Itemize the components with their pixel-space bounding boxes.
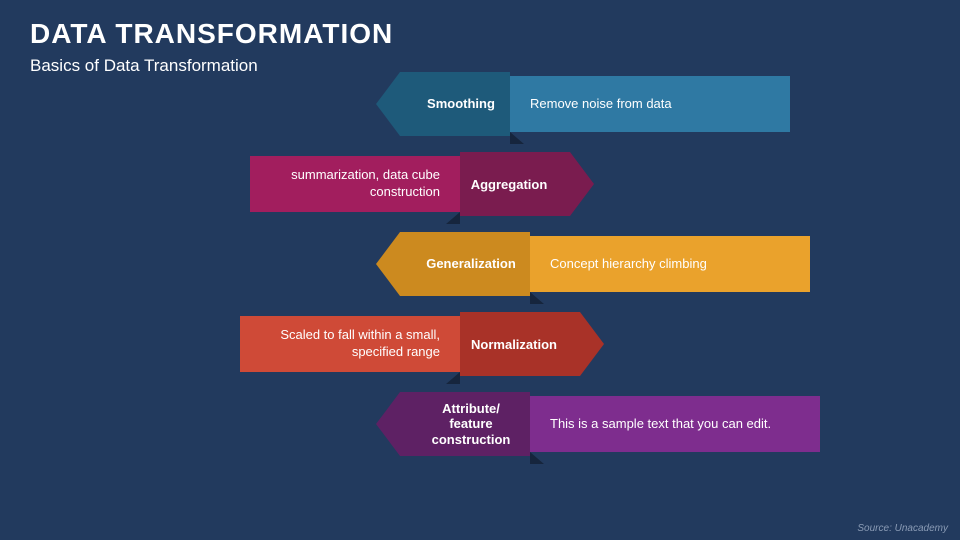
description-box: This is a sample text that you can edit. [530, 396, 820, 452]
diagram-row: Remove noise from data Smoothing [0, 72, 960, 136]
description-box: summarization, data cube construction [250, 156, 460, 212]
description-box: Remove noise from data [510, 76, 790, 132]
page-title: DATA TRANSFORMATION [30, 18, 393, 50]
description-box: Concept hierarchy climbing [530, 236, 810, 292]
fold-shadow [510, 132, 524, 144]
fold-shadow [446, 212, 460, 224]
arrow-label: Attribute/ feature construction [400, 392, 530, 456]
arrow-label: Normalization [460, 312, 580, 376]
arrow-label-text: Attribute/ feature construction [424, 401, 518, 448]
arrow-label-text: Smoothing [427, 96, 495, 112]
fold-shadow [530, 452, 544, 464]
fold-shadow [446, 372, 460, 384]
diagram-row: Concept hierarchy climbing Generalization [0, 232, 960, 296]
arrow-label-text: Aggregation [471, 177, 548, 192]
arrow-label-text: Generalization [426, 256, 516, 272]
arrow-label-text: Normalization [471, 337, 557, 352]
diagram-row: summarization, data cube construction Agg… [0, 152, 960, 216]
arrow-label: Aggregation [460, 152, 570, 216]
arrow-label: Smoothing [400, 72, 510, 136]
arrow-label: Generalization [400, 232, 530, 296]
source-label: Source: Unacademy [857, 523, 948, 534]
description-box: Scaled to fall within a small, specified… [240, 316, 460, 372]
fold-shadow [530, 292, 544, 304]
diagram-row: Scaled to fall within a small, specified… [0, 312, 960, 376]
diagram-row: This is a sample text that you can edit.… [0, 392, 960, 456]
